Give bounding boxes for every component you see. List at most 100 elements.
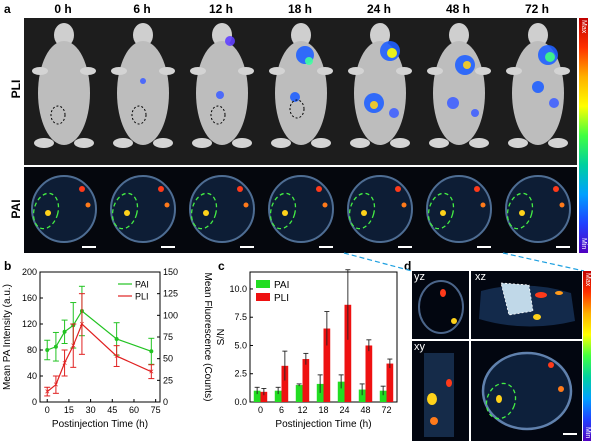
pai-tumor-outline xyxy=(348,192,376,230)
pai-tumor-outline xyxy=(32,192,60,230)
x-tick-label: 0 xyxy=(258,405,263,415)
y2-tick-label: 75 xyxy=(163,332,173,342)
pai-signal xyxy=(322,202,328,208)
tumor-outline xyxy=(210,105,226,125)
y-tick-label: 160 xyxy=(22,293,37,303)
mouse-arm xyxy=(427,67,443,75)
chart-c: 0.0 2.5 5.0 7.5 10.0 0 6 12 18 24 48 72 Postinjectio… xyxy=(216,269,398,430)
bar-PLI xyxy=(344,304,352,402)
pli-signal xyxy=(370,101,378,109)
pai-image-6 xyxy=(505,175,571,248)
chart-b: 0 40 80 120 160 200 0 25 50 75 100 125 150 0 15 30 45 60 7… xyxy=(2,267,213,430)
pai-tumor-outline xyxy=(427,192,455,230)
pli-signal xyxy=(305,57,313,65)
mouse-arm xyxy=(238,67,254,75)
panel-label-d: d xyxy=(404,259,412,273)
x-tick-label: 45 xyxy=(107,405,117,415)
mouse-body xyxy=(117,41,169,145)
y-tick-label: 0.0 xyxy=(234,397,247,407)
time-label-4: 24 h xyxy=(366,2,391,16)
mouse-leg xyxy=(153,138,173,148)
mouse-arm xyxy=(396,67,412,75)
panel-d-xy-view xyxy=(471,341,582,441)
pli-signal xyxy=(471,109,479,117)
data-point: × xyxy=(79,319,84,329)
x-axis-label: Postinjection Time (h) xyxy=(275,419,371,430)
data-point: × xyxy=(114,351,119,361)
mouse-head xyxy=(449,23,469,47)
pai-signal xyxy=(480,202,486,208)
mouse-leg xyxy=(271,138,291,148)
mouse-arm xyxy=(190,67,206,75)
y2-tick-label: 50 xyxy=(163,354,173,364)
pai-image-1 xyxy=(110,175,176,248)
pai-image-5 xyxy=(426,175,492,248)
pli-mouse-1 xyxy=(111,23,175,148)
pai-signal xyxy=(243,202,249,208)
pai-tumor-outline xyxy=(269,192,297,230)
data-point xyxy=(45,348,50,352)
data-point: × xyxy=(149,367,154,377)
bar-PLI xyxy=(281,365,289,402)
legend-swatch xyxy=(256,293,270,301)
pai-signal xyxy=(474,186,480,192)
time-label-6: 72 h xyxy=(524,2,549,16)
pai-signal xyxy=(85,202,91,208)
mouse-arm xyxy=(506,67,522,75)
mouse-arm xyxy=(159,67,175,75)
bar-PAI xyxy=(379,390,387,402)
x-tick-label: 60 xyxy=(129,405,139,415)
pli-signal xyxy=(447,97,459,109)
mouse-leg xyxy=(74,138,94,148)
colorbar-d: Max Min xyxy=(583,271,591,441)
mouse-arm xyxy=(475,67,491,75)
pai-signal xyxy=(519,210,525,216)
y-tick-label: 120 xyxy=(22,319,37,329)
bar-PAI xyxy=(337,381,345,402)
mouse-arm xyxy=(80,67,96,75)
mouse-leg xyxy=(429,138,449,148)
y-axis-label: S/N xyxy=(216,329,227,346)
y-tick-label: 0 xyxy=(32,397,37,407)
bar-PLI xyxy=(260,391,268,402)
x-tick-label: 30 xyxy=(86,405,96,415)
pai-image-strip xyxy=(24,167,577,253)
colorbar-d-max: Max xyxy=(584,273,591,287)
pai-signal xyxy=(45,210,51,216)
tumor-outline xyxy=(131,105,147,125)
pli-mouse-5 xyxy=(427,23,491,148)
pai-image-2 xyxy=(189,175,255,248)
pli-mice-images xyxy=(32,23,570,148)
y-tick-label: 2.5 xyxy=(234,369,247,379)
pli-image-strip xyxy=(24,18,577,165)
data-point: × xyxy=(45,387,50,397)
x-tick-label: 12 xyxy=(297,405,307,415)
pai-image-4 xyxy=(347,175,413,248)
pai-signal xyxy=(440,210,446,216)
tumor-outline xyxy=(50,105,66,125)
legend-label-PAI: PAI xyxy=(274,280,289,291)
pai-signal xyxy=(237,186,243,192)
pli-signal xyxy=(387,48,397,58)
pli-mouse-6 xyxy=(506,23,570,148)
x-tick-label: 24 xyxy=(339,405,349,415)
panel-d: yz xz xy xyxy=(412,271,582,441)
pai-body-section xyxy=(189,175,255,243)
pli-signal xyxy=(140,78,146,84)
mouse-leg xyxy=(113,138,133,148)
data-point: × xyxy=(62,358,67,368)
pai-body-section xyxy=(110,175,176,243)
pai-image-0 xyxy=(31,175,97,248)
label-xy: xy xyxy=(414,341,425,353)
pai-signal xyxy=(203,210,209,216)
mouse-leg xyxy=(508,138,528,148)
mouse-arm xyxy=(317,67,333,75)
mouse-leg xyxy=(548,138,568,148)
x-tick-label: 0 xyxy=(45,405,50,415)
pli-signal xyxy=(290,92,300,102)
scale-bar-d xyxy=(563,433,577,435)
pai-signal xyxy=(395,186,401,192)
pai-signal xyxy=(158,186,164,192)
mouse-body xyxy=(38,41,90,145)
